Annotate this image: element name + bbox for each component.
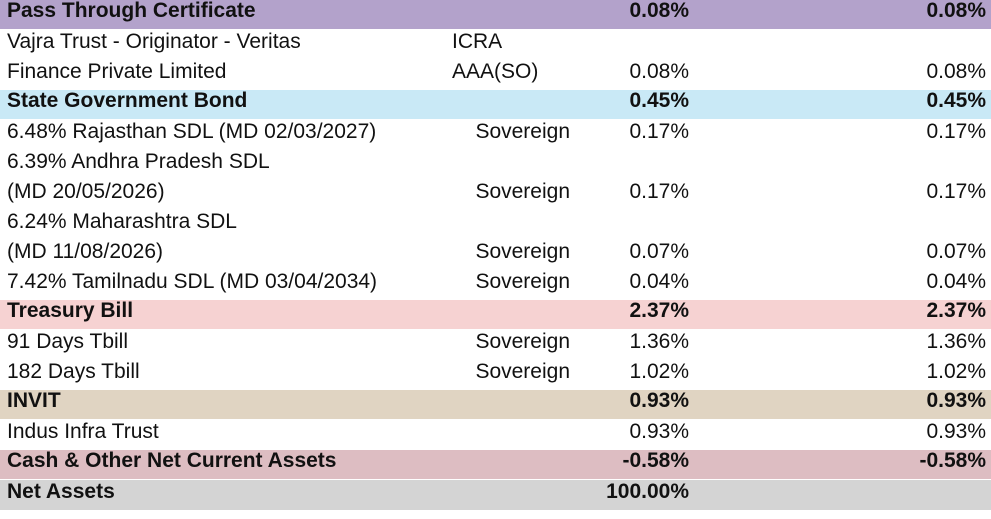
row-percent-total: 0.17% xyxy=(926,120,986,143)
row-percent-nav: 1.02% xyxy=(629,360,689,383)
row-rating xyxy=(452,300,576,329)
row-percent-total: 0.93% xyxy=(926,390,986,412)
row-rating: Sovereign xyxy=(475,270,570,293)
holding-row: 7.42% Tamilnadu SDL (MD 03/04/2034) Sove… xyxy=(0,270,991,300)
row-percent-total: 2.37% xyxy=(926,300,986,322)
category-row-invit: INVIT 0.93% 0.93% xyxy=(0,390,991,420)
holding-row: 182 Days Tbill Sovereign 1.02% 1.02% xyxy=(0,360,991,390)
row-percent-nav: 0.07% xyxy=(629,240,689,263)
row-percent-total: 0.08% xyxy=(926,60,986,83)
row-name: Pass Through Certificate xyxy=(7,0,256,22)
row-rating xyxy=(452,0,576,29)
row-percent-total: 0.08% xyxy=(926,0,986,22)
row-rating: ICRA AAA(SO) xyxy=(452,30,539,83)
holding-row: 91 Days Tbill Sovereign 1.36% 1.36% xyxy=(0,330,991,360)
row-name: 6.48% Rajasthan SDL (MD 02/03/2027) xyxy=(7,120,377,143)
row-percent-nav: 2.37% xyxy=(629,300,689,322)
row-percent-total: -0.58% xyxy=(919,450,986,472)
row-percent-nav: 0.93% xyxy=(629,420,689,443)
row-name: 6.24% Maharashtra SDL (MD 11/08/2026) xyxy=(7,210,237,263)
row-name: Net Assets xyxy=(7,480,115,503)
row-percent-total: 0.04% xyxy=(926,270,986,293)
row-rating: Sovereign xyxy=(475,360,570,383)
holding-row: 6.39% Andhra Pradesh SDL (MD 20/05/2026)… xyxy=(0,150,991,210)
row-percent-total: 0.07% xyxy=(926,240,986,263)
row-percent-nav: 0.17% xyxy=(629,180,689,203)
holding-row: Vajra Trust - Originator - Veritas Finan… xyxy=(0,30,991,90)
category-row-cash-net-current-assets: Cash & Other Net Current Assets -0.58% -… xyxy=(0,450,991,480)
row-name: 6.39% Andhra Pradesh SDL (MD 20/05/2026) xyxy=(7,150,270,203)
row-percent-total: 1.02% xyxy=(926,360,986,383)
total-row-net-assets: Net Assets 100.00% xyxy=(0,480,991,510)
holding-row: Indus Infra Trust 0.93% 0.93% xyxy=(0,420,991,450)
row-name: Indus Infra Trust xyxy=(7,420,159,443)
row-rating xyxy=(452,420,576,450)
row-percent-nav: 0.04% xyxy=(629,270,689,293)
row-rating: Sovereign xyxy=(475,240,570,263)
row-name: 91 Days Tbill xyxy=(7,330,128,353)
row-percent-nav: 100.00% xyxy=(606,480,689,503)
row-rating xyxy=(452,90,576,119)
row-name: State Government Bond xyxy=(7,90,248,112)
row-name: Cash & Other Net Current Assets xyxy=(7,450,337,472)
row-name: Treasury Bill xyxy=(7,300,134,322)
row-percent-total xyxy=(693,480,991,510)
category-row-pass-through-certificate: Pass Through Certificate 0.08% 0.08% xyxy=(0,0,991,30)
row-rating: Sovereign xyxy=(475,180,570,203)
row-rating xyxy=(452,480,576,510)
row-percent-total: 0.17% xyxy=(926,180,986,203)
row-percent-nav: 0.08% xyxy=(629,60,689,83)
row-rating: Sovereign xyxy=(475,120,570,143)
row-name: INVIT xyxy=(7,390,61,412)
row-name: 7.42% Tamilnadu SDL (MD 03/04/2034) xyxy=(7,270,378,293)
holding-row: 6.24% Maharashtra SDL (MD 11/08/2026) So… xyxy=(0,210,991,270)
row-percent-nav: 0.93% xyxy=(629,390,689,412)
row-percent-nav: -0.58% xyxy=(622,450,689,472)
row-percent-nav: 0.17% xyxy=(629,120,689,143)
row-rating: Sovereign xyxy=(475,330,570,353)
row-percent-total: 0.45% xyxy=(926,90,986,112)
row-rating xyxy=(452,450,576,479)
row-percent-nav: 0.45% xyxy=(629,90,689,112)
row-percent-nav: 1.36% xyxy=(629,330,689,353)
category-row-treasury-bill: Treasury Bill 2.37% 2.37% xyxy=(0,300,991,330)
holding-row: 6.48% Rajasthan SDL (MD 02/03/2027) Sove… xyxy=(0,120,991,150)
row-percent-total: 1.36% xyxy=(926,330,986,353)
row-name: 182 Days Tbill xyxy=(7,360,140,383)
row-rating xyxy=(452,390,576,419)
row-name: Vajra Trust - Originator - Veritas Finan… xyxy=(7,30,301,83)
row-percent-total: 0.93% xyxy=(926,420,986,443)
category-row-state-government-bond: State Government Bond 0.45% 0.45% xyxy=(0,90,991,120)
row-percent-nav: 0.08% xyxy=(629,0,689,22)
